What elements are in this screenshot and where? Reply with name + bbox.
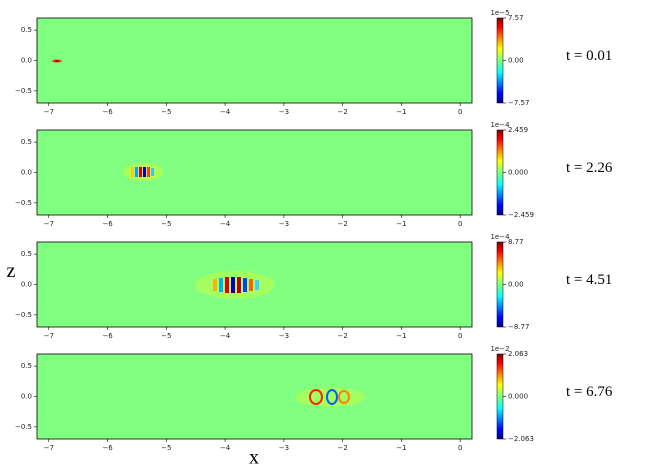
backgrounds bbox=[37, 18, 472, 439]
colorbar-tick-label: 0.00 bbox=[508, 281, 524, 289]
x-tick-label: −5 bbox=[161, 108, 171, 116]
x-tick-label: −3 bbox=[279, 220, 289, 228]
colorbar-tick-label: 0.00 bbox=[508, 57, 524, 65]
x-tick-label: −6 bbox=[102, 108, 113, 116]
heatmap-field bbox=[37, 130, 472, 215]
x-tick-label: −5 bbox=[161, 444, 171, 452]
x-tick-label: −1 bbox=[396, 444, 406, 452]
colorbar-tick-label: 0.000 bbox=[508, 169, 528, 177]
colorbar-tick-label: −7.57 bbox=[508, 99, 529, 107]
time-label: t = 0.01 bbox=[566, 48, 612, 64]
x-tick-label: −2 bbox=[338, 220, 348, 228]
x-tick-label: −2 bbox=[338, 332, 348, 340]
colorbar bbox=[496, 17, 504, 104]
x-tick-label: −1 bbox=[396, 220, 406, 228]
x-tick-label: −4 bbox=[220, 332, 231, 340]
heatmap-field bbox=[37, 18, 472, 103]
colorbar bbox=[496, 353, 504, 440]
colorbar-tick-label: 7.57 bbox=[508, 14, 524, 22]
x-tick-label: −3 bbox=[279, 108, 289, 116]
y-tick-label: −0.5 bbox=[15, 199, 32, 207]
colorbar-scale: 1e−5 bbox=[490, 9, 509, 17]
y-tick-label: −0.5 bbox=[15, 423, 32, 431]
y-tick-label: 0.0 bbox=[21, 281, 32, 289]
colorbar-tick-label: −2.063 bbox=[508, 435, 534, 443]
x-tick-label: −4 bbox=[220, 108, 231, 116]
x-tick-label: −7 bbox=[44, 332, 54, 340]
x-tick-label: −2 bbox=[338, 108, 348, 116]
colorbar-scale: 1e−4 bbox=[490, 233, 510, 241]
x-tick-label: −5 bbox=[161, 332, 171, 340]
x-tick-label: −4 bbox=[220, 220, 231, 228]
x-tick-label: −6 bbox=[102, 220, 113, 228]
y-tick-label: 0.0 bbox=[21, 393, 32, 401]
x-tick-label: 0 bbox=[458, 332, 462, 340]
y-axis-label: z bbox=[7, 260, 16, 282]
y-tick-label: 0.5 bbox=[21, 362, 32, 370]
x-tick-label: −3 bbox=[279, 332, 289, 340]
x-tick-label: −3 bbox=[279, 444, 289, 452]
x-tick-label: −4 bbox=[220, 444, 231, 452]
y-tick-label: 0.0 bbox=[21, 57, 32, 65]
y-tick-label: 0.0 bbox=[21, 169, 32, 177]
y-tick-label: 0.5 bbox=[21, 26, 32, 34]
y-tick-label: −0.5 bbox=[15, 311, 32, 319]
x-tick-label: −7 bbox=[44, 108, 54, 116]
wave-packets bbox=[52, 59, 365, 407]
x-tick-label: −7 bbox=[44, 220, 54, 228]
x-tick-label: −2 bbox=[338, 444, 348, 452]
x-axis-label: x bbox=[249, 447, 259, 465]
colorbar-tick-label: 8.77 bbox=[508, 238, 524, 246]
colorbar-tick-label: −2.459 bbox=[508, 211, 534, 219]
colorbar bbox=[496, 241, 504, 328]
x-tick-label: 0 bbox=[458, 444, 462, 452]
y-tick-label: 0.5 bbox=[21, 138, 32, 146]
time-label: t = 6.76 bbox=[566, 384, 613, 400]
x-tick-label: 0 bbox=[458, 220, 462, 228]
x-tick-label: −5 bbox=[161, 220, 171, 228]
colorbar-scale: 1e−4 bbox=[490, 121, 510, 129]
colorbar-tick-label: 2.063 bbox=[508, 350, 528, 358]
colorbar-tick-label: 2.459 bbox=[508, 126, 528, 134]
heatmap-field bbox=[37, 354, 472, 439]
x-tick-label: −1 bbox=[396, 108, 406, 116]
y-tick-label: 0.5 bbox=[21, 250, 32, 258]
x-tick-label: −6 bbox=[102, 444, 113, 452]
colorbar bbox=[496, 129, 504, 216]
y-tick-label: −0.5 bbox=[15, 87, 32, 95]
colorbar-tick-label: 0.000 bbox=[508, 393, 528, 401]
x-tick-label: −7 bbox=[44, 444, 54, 452]
colorbar-tick-label: −8.77 bbox=[508, 323, 529, 331]
x-tick-label: −6 bbox=[102, 332, 113, 340]
x-tick-label: 0 bbox=[458, 108, 462, 116]
time-label: t = 4.51 bbox=[566, 272, 612, 288]
x-tick-label: −1 bbox=[396, 332, 406, 340]
colorbar-scale: 1e−2 bbox=[490, 345, 509, 353]
time-label: t = 2.26 bbox=[566, 160, 613, 176]
